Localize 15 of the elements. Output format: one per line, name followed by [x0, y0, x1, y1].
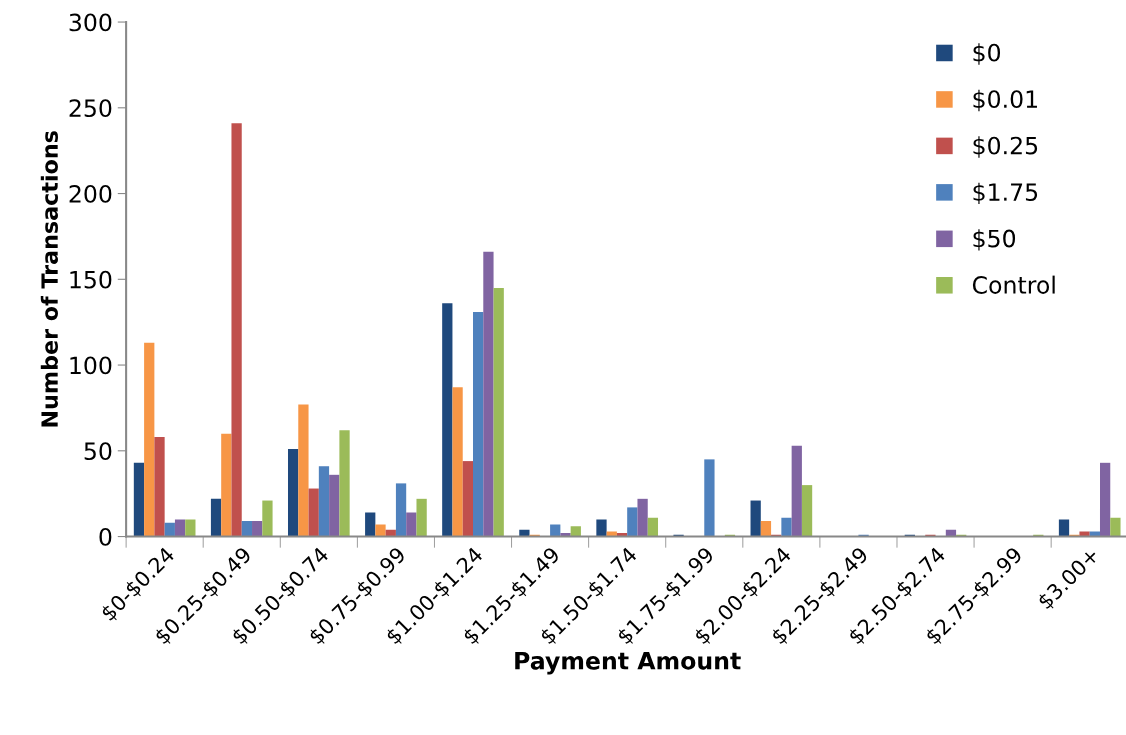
y-tick-label: 100	[70, 356, 112, 375]
y-tick-label: 200	[69, 185, 112, 203]
legend-label: $0	[973, 43, 1001, 65]
x-axis-title: Payment Amount	[515, 652, 741, 675]
legend-label: $50	[973, 229, 1016, 251]
y-tick-label: 300	[69, 13, 112, 32]
legend-label: Control	[972, 275, 1055, 294]
legend-label: $1.75	[973, 182, 1038, 205]
y-tick-label: 150	[70, 270, 112, 289]
y-tick-label: 0	[99, 528, 112, 546]
legend-label: $0.01	[973, 89, 1037, 112]
y-axis-title: Number of Transactions	[40, 131, 58, 427]
legend-label: $0.25	[973, 136, 1038, 158]
y-tick-label: 50	[84, 442, 112, 461]
y-tick-label: 250	[69, 99, 112, 118]
